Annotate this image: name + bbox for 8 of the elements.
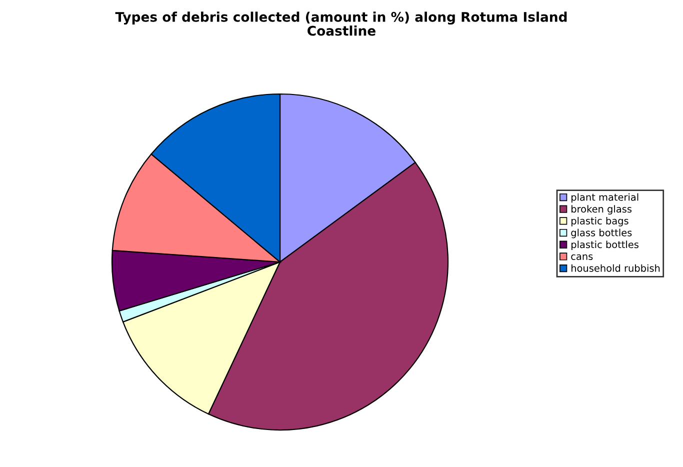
legend-label: plant material	[571, 193, 638, 203]
legend-label: cans	[571, 254, 593, 260]
legend-label: plastic bottles	[571, 240, 638, 250]
legend-label: glass bottles	[571, 228, 632, 238]
chart-title: Types of debris collected (amount in %) along Rotuma Island Coastline	[115, 12, 567, 36]
legend-label: household rubbish	[571, 264, 660, 272]
legend-label: broken glass	[571, 205, 632, 215]
legend-label: plastic bags	[571, 216, 628, 226]
